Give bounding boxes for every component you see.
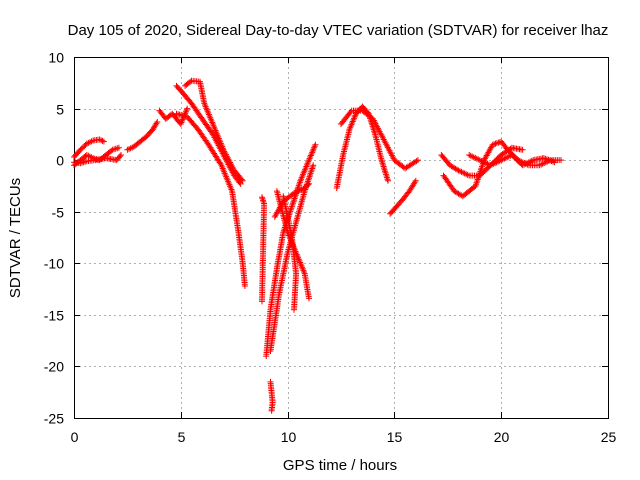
series-arc-12 <box>267 378 276 414</box>
y-tick-label: -5 <box>52 205 65 221</box>
data-point <box>306 295 312 302</box>
series-arc-1 <box>71 136 107 160</box>
data-point <box>347 109 354 115</box>
y-tick-label: -20 <box>44 359 64 375</box>
data-point <box>306 180 312 187</box>
data-point <box>239 177 246 184</box>
data-point <box>412 177 419 184</box>
data-point <box>411 179 418 186</box>
x-tick-label: 25 <box>601 429 617 445</box>
data-point <box>238 176 245 183</box>
data-point <box>312 141 319 148</box>
data-point <box>519 146 526 153</box>
x-tick-label: 20 <box>494 429 510 445</box>
data-point <box>116 153 123 160</box>
series-arc-3 <box>71 152 124 167</box>
series-arc-4 <box>124 119 161 153</box>
data-point <box>260 197 266 204</box>
series-arc-9 <box>259 194 268 305</box>
series-arc-20 <box>440 138 564 200</box>
data-point <box>153 120 160 127</box>
chart-title: Day 105 of 2020, Sidereal Day-to-day VTE… <box>68 22 609 39</box>
series-arc-18 <box>387 177 419 217</box>
data-point <box>118 152 124 158</box>
series-arc-17 <box>338 107 421 172</box>
data-point <box>259 298 265 305</box>
x-tick-label: 0 <box>71 429 79 445</box>
y-tick-label: -15 <box>44 308 64 324</box>
x-tick-label: 5 <box>178 429 186 445</box>
series-arc-21 <box>466 152 558 169</box>
grid <box>74 57 608 418</box>
data-point <box>98 137 105 144</box>
axis-ticks <box>74 57 609 419</box>
data-point <box>241 283 248 289</box>
data-point <box>304 181 311 188</box>
y-tick-label: -25 <box>44 411 64 427</box>
data-point <box>154 119 161 125</box>
data-point <box>491 141 498 148</box>
data-point <box>551 159 558 166</box>
series-arc-5 <box>156 105 191 127</box>
series-arc-15 <box>280 193 300 313</box>
series-arc-16 <box>333 103 391 191</box>
data-point <box>413 158 420 165</box>
data-point <box>385 177 391 184</box>
data-point <box>184 105 191 112</box>
data-point <box>187 78 194 85</box>
data-point <box>310 162 317 169</box>
x-tick-label: 10 <box>281 429 297 445</box>
data-point <box>414 157 421 164</box>
series-arc-7 <box>182 77 246 184</box>
y-axis-label: SDTVAR / TECUs <box>7 178 24 298</box>
data-point <box>558 157 564 164</box>
series-arc-8 <box>173 110 248 289</box>
y-tick-label: -10 <box>44 256 64 272</box>
data-point <box>100 138 107 145</box>
data-point <box>115 144 122 151</box>
x-tick-labels: 0 5 10 15 20 25 <box>71 429 617 445</box>
data-point <box>237 180 244 187</box>
y-tick-label: 0 <box>56 153 64 169</box>
data-point <box>291 306 297 313</box>
x-axis-label: GPS time / hours <box>283 457 397 474</box>
y-tick-label: 10 <box>48 50 64 66</box>
data-point <box>99 137 106 144</box>
data-point <box>268 407 275 414</box>
y-tick-labels: 10 5 0 -5 -10 -15 -20 -25 <box>44 50 64 427</box>
y-tick-label: 5 <box>56 102 64 118</box>
plot-frame <box>74 57 609 419</box>
data-marks <box>71 77 564 414</box>
x-tick-label: 15 <box>387 429 403 445</box>
